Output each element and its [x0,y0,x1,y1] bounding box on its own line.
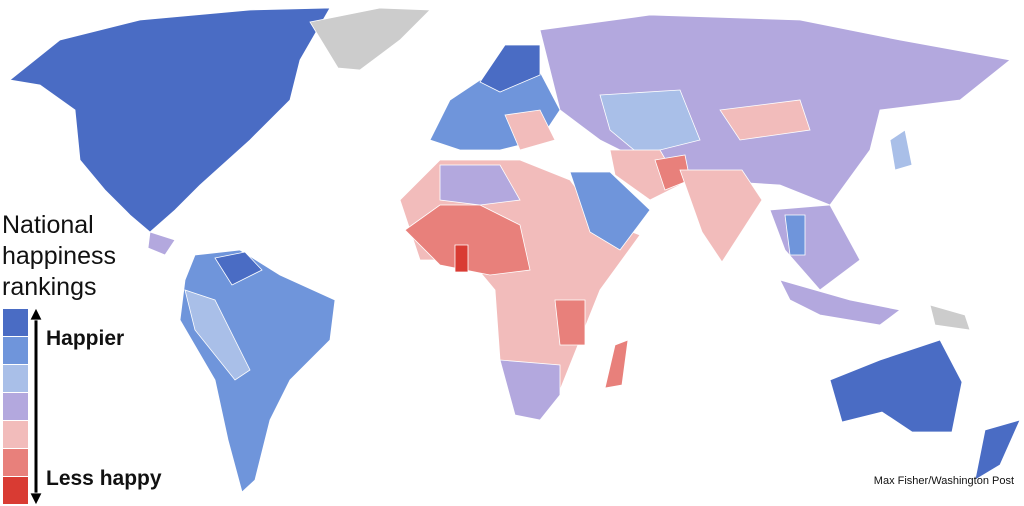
andes [184,289,251,381]
legend-swatch [3,337,28,364]
north-america [9,7,331,233]
venezuela [214,251,263,286]
central-asia [599,89,701,156]
middle-east [569,171,651,251]
southeast-asia [769,204,861,291]
new-zealand [974,419,1021,481]
legend-swatch [3,365,28,392]
australia [829,339,963,433]
legend [3,309,28,504]
legend-title: National happiness rankings [2,211,116,301]
greenland [309,7,431,71]
mongolia [719,99,811,141]
arrow-head-down [29,492,43,506]
legend-top-label: Happier [46,327,125,350]
scandinavia [479,44,541,93]
legend-bottom-label: Less happy [46,467,162,490]
arrow-head-up [29,307,43,321]
sahara [439,164,521,206]
togo [454,244,469,273]
legend-swatch [3,449,28,476]
new-guinea [929,304,971,331]
legend-swatch [3,309,28,336]
japan [889,129,913,171]
south-america [179,249,336,493]
west-africa [404,204,531,276]
east-africa [554,299,586,346]
india [679,169,763,263]
caribbean [147,231,176,256]
credit: Max Fisher/Washington Post [873,475,1014,487]
indonesia [779,279,901,326]
legend-swatch [3,393,28,420]
legend-swatch [3,477,28,504]
madagascar [604,339,629,389]
south-africa [499,359,561,421]
thailand [784,214,806,256]
legend-swatch [3,421,28,448]
east-europe [504,109,556,151]
